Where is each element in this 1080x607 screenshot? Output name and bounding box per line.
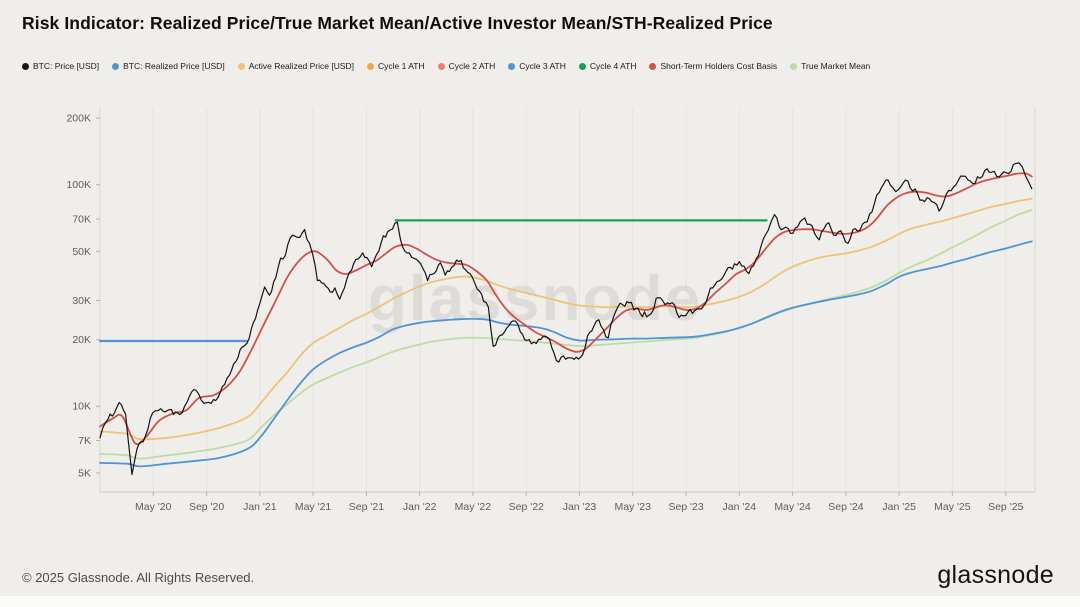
y-axis-label: 5K (78, 467, 91, 479)
series-active-realized-price (99, 197, 1033, 441)
x-axis-label: Sep '20 (189, 501, 224, 513)
legend-dot (22, 62, 29, 70)
y-axis-label: 10K (72, 401, 91, 413)
legend: BTC: Price [USD] BTC: Realized Price [USD… (22, 61, 870, 71)
series-sth-cost-basis (99, 172, 1033, 446)
legend-dot (367, 62, 375, 70)
legend-item-cycle-3-ath[interactable]: Cycle 3 ATH (508, 61, 566, 71)
glassnode-logo: glassnode (937, 561, 1054, 589)
bottom-strip (0, 596, 1080, 607)
legend-label: Cycle 4 ATH (589, 61, 637, 71)
x-axis-label: May '25 (934, 501, 971, 513)
page-title: Risk Indicator: Realized Price/True Mark… (22, 13, 773, 33)
legend-dot (578, 62, 586, 70)
legend-label: BTC: Price [USD] (33, 61, 100, 71)
copyright-text: © 2025 Glassnode. All Rights Reserved. (22, 570, 255, 585)
series-btc-realized-price (99, 240, 1033, 468)
x-axis-label: May '20 (135, 501, 172, 513)
x-axis-label: May '21 (295, 501, 332, 513)
x-axis-label: Sep '22 (509, 501, 544, 513)
legend-item-cycle-2-ath[interactable]: Cycle 2 ATH (437, 61, 496, 71)
x-axis-label: Jan '24 (723, 501, 757, 513)
legend-label: BTC: Realized Price [USD] (123, 61, 225, 71)
y-axis-label: 20K (72, 334, 91, 346)
price-chart-canvas[interactable]: glassnode200K100K70K50K30K20K10K7K5KMay … (0, 0, 1080, 545)
x-axis-label: Jan '21 (243, 501, 277, 513)
x-axis-label: May '23 (614, 501, 651, 513)
y-axis-label: 30K (72, 295, 91, 307)
x-axis-label: May '24 (774, 501, 811, 513)
legend-label: True Market Mean (801, 61, 871, 71)
x-axis-label: Sep '24 (828, 501, 863, 513)
y-axis-label: 50K (72, 246, 91, 258)
legend-dot (237, 62, 245, 70)
y-axis-label: 200K (66, 113, 91, 125)
legend-dot (649, 62, 657, 70)
legend-label: Active Realized Price [USD] (248, 61, 355, 71)
x-axis-label: Sep '23 (668, 501, 703, 513)
legend-item-btc-realized-price-usd[interactable]: BTC: Realized Price [USD] (112, 61, 225, 71)
legend-label: Cycle 1 ATH (378, 61, 425, 71)
series-true-market-mean (99, 209, 1033, 460)
legend-item-cycle-1-ath[interactable]: Cycle 1 ATH (367, 61, 425, 71)
x-axis-label: Sep '21 (349, 501, 384, 513)
legend-dot (437, 62, 445, 70)
series-btc-price (99, 162, 1033, 475)
x-axis-label: May '22 (455, 501, 492, 513)
legend-dot (508, 62, 516, 70)
legend-dot (790, 62, 798, 70)
legend-dot (112, 62, 120, 70)
y-axis-label: 100K (66, 179, 91, 191)
x-axis-label: Jan '25 (882, 501, 916, 513)
legend-item-cycle-4-ath[interactable]: Cycle 4 ATH (578, 61, 637, 71)
legend-label: Short-Term Holders Cost Basis (660, 61, 778, 71)
y-axis-label: 7K (78, 435, 91, 447)
x-axis-label: Jan '22 (403, 501, 437, 513)
legend-label: Cycle 2 ATH (448, 61, 496, 71)
x-axis-label: Jan '23 (563, 501, 597, 513)
x-axis-label: Sep '25 (988, 501, 1023, 513)
legend-label: Cycle 3 ATH (519, 61, 566, 71)
legend-item-true-market-mean[interactable]: True Market Mean (790, 61, 870, 71)
y-axis-label: 70K (72, 214, 91, 226)
legend-item-btc-price-usd[interactable]: BTC: Price [USD] (22, 61, 99, 71)
legend-item-short-term-holders-cost-basis[interactable]: Short-Term Holders Cost Basis (649, 61, 777, 71)
legend-item-active-realized-price-usd[interactable]: Active Realized Price [USD] (237, 61, 355, 71)
